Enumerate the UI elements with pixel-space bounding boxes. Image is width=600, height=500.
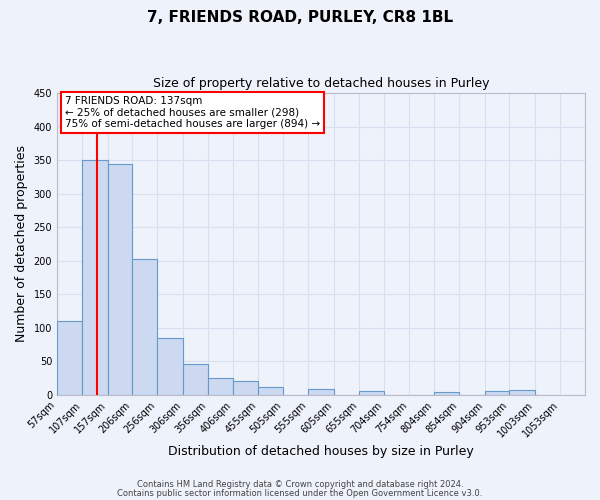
Bar (509, 390, 535, 395)
Bar (57, 321, 82, 395)
Bar (208, 378, 233, 395)
Text: 7 FRIENDS ROAD: 137sqm
← 25% of detached houses are smaller (298)
75% of semi-de: 7 FRIENDS ROAD: 137sqm ← 25% of detached… (65, 96, 320, 130)
Bar (485, 391, 509, 395)
Text: 7, FRIENDS ROAD, PURLEY, CR8 1BL: 7, FRIENDS ROAD, PURLEY, CR8 1BL (147, 10, 453, 25)
Bar (157, 338, 183, 395)
Text: Contains public sector information licensed under the Open Government Licence v3: Contains public sector information licen… (118, 488, 482, 498)
Bar (233, 381, 258, 395)
Bar (132, 258, 157, 395)
Bar (359, 391, 383, 395)
Bar (258, 387, 283, 395)
Bar (183, 364, 208, 395)
Y-axis label: Number of detached properties: Number of detached properties (15, 146, 28, 342)
Bar (434, 392, 460, 395)
Text: Contains HM Land Registry data © Crown copyright and database right 2024.: Contains HM Land Registry data © Crown c… (137, 480, 463, 489)
Bar (82, 160, 107, 395)
Bar (107, 164, 132, 395)
Title: Size of property relative to detached houses in Purley: Size of property relative to detached ho… (153, 78, 489, 90)
Bar (308, 389, 334, 395)
X-axis label: Distribution of detached houses by size in Purley: Distribution of detached houses by size … (168, 444, 474, 458)
